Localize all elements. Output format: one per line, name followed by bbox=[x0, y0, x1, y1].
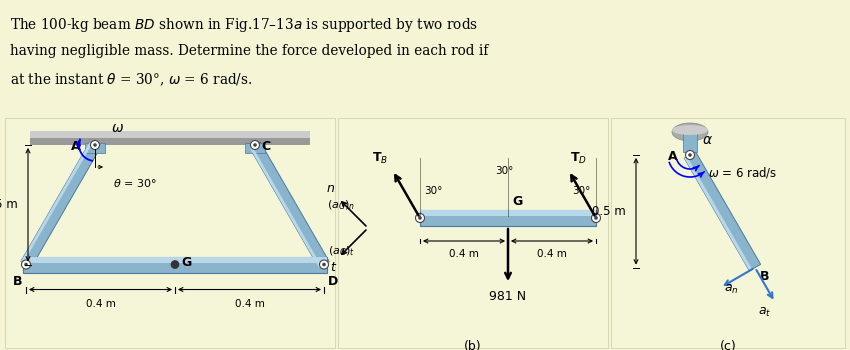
Circle shape bbox=[418, 216, 422, 220]
Text: $\omega$: $\omega$ bbox=[111, 121, 124, 135]
Text: $(a_G)_t$: $(a_G)_t$ bbox=[328, 244, 355, 258]
Circle shape bbox=[688, 153, 692, 157]
Circle shape bbox=[594, 216, 598, 220]
FancyBboxPatch shape bbox=[420, 210, 596, 216]
FancyBboxPatch shape bbox=[338, 118, 608, 348]
Text: A: A bbox=[668, 150, 678, 163]
Text: $a_n$: $a_n$ bbox=[724, 283, 739, 296]
Polygon shape bbox=[250, 147, 321, 267]
Text: G: G bbox=[512, 195, 522, 208]
Circle shape bbox=[322, 263, 326, 266]
Polygon shape bbox=[684, 152, 761, 271]
Ellipse shape bbox=[672, 123, 708, 141]
Circle shape bbox=[21, 260, 31, 269]
Text: (b): (b) bbox=[464, 340, 482, 350]
Text: 0.5 m: 0.5 m bbox=[592, 205, 626, 218]
FancyBboxPatch shape bbox=[85, 143, 105, 153]
Circle shape bbox=[94, 143, 97, 147]
Text: $\omega$ = 6 rad/s: $\omega$ = 6 rad/s bbox=[708, 165, 777, 180]
Circle shape bbox=[171, 260, 179, 268]
FancyBboxPatch shape bbox=[245, 143, 265, 153]
FancyBboxPatch shape bbox=[683, 132, 697, 152]
FancyBboxPatch shape bbox=[23, 257, 327, 273]
Text: $\alpha$: $\alpha$ bbox=[702, 133, 713, 147]
Circle shape bbox=[592, 214, 600, 223]
Text: B: B bbox=[13, 274, 22, 287]
Text: C: C bbox=[261, 140, 270, 154]
Polygon shape bbox=[20, 142, 100, 267]
FancyBboxPatch shape bbox=[420, 210, 596, 226]
Text: $a_t$: $a_t$ bbox=[757, 306, 771, 319]
Text: G: G bbox=[181, 256, 191, 269]
Circle shape bbox=[685, 150, 694, 160]
FancyBboxPatch shape bbox=[30, 131, 310, 138]
Text: 0.5 m: 0.5 m bbox=[0, 198, 18, 211]
Ellipse shape bbox=[672, 125, 708, 135]
Circle shape bbox=[251, 140, 259, 149]
Circle shape bbox=[416, 214, 424, 223]
Text: 981 N: 981 N bbox=[490, 290, 526, 303]
Text: The 100-kg beam $BD$ shown in Fig.17–13$a$ is supported by two rods: The 100-kg beam $BD$ shown in Fig.17–13$… bbox=[10, 16, 478, 34]
Text: $\mathbf{T}_D$: $\mathbf{T}_D$ bbox=[570, 151, 587, 166]
FancyBboxPatch shape bbox=[5, 118, 335, 348]
FancyBboxPatch shape bbox=[611, 118, 845, 348]
Text: 0.4 m: 0.4 m bbox=[449, 249, 479, 259]
Text: 30°: 30° bbox=[495, 166, 513, 176]
Polygon shape bbox=[684, 157, 752, 271]
Text: n: n bbox=[326, 182, 335, 195]
Text: $(a_G)_n$: $(a_G)_n$ bbox=[327, 198, 355, 212]
Circle shape bbox=[320, 260, 328, 269]
Text: D: D bbox=[328, 274, 338, 287]
Text: 0.4 m: 0.4 m bbox=[235, 299, 264, 308]
Text: B: B bbox=[760, 270, 769, 282]
Text: 30°: 30° bbox=[573, 186, 591, 196]
FancyBboxPatch shape bbox=[23, 257, 327, 262]
Circle shape bbox=[253, 143, 257, 147]
Text: A: A bbox=[71, 140, 81, 154]
Circle shape bbox=[90, 140, 99, 149]
Text: t: t bbox=[330, 261, 335, 274]
FancyBboxPatch shape bbox=[30, 135, 310, 145]
Text: $\mathbf{T}_B$: $\mathbf{T}_B$ bbox=[372, 151, 388, 166]
Text: (c): (c) bbox=[720, 340, 736, 350]
Polygon shape bbox=[250, 142, 329, 267]
Text: 0.4 m: 0.4 m bbox=[537, 249, 567, 259]
Text: at the instant $\theta$ = 30°, $\omega$ = 6 rad/s.: at the instant $\theta$ = 30°, $\omega$ … bbox=[10, 72, 252, 89]
Text: 30°: 30° bbox=[424, 186, 442, 196]
Polygon shape bbox=[20, 142, 93, 263]
Circle shape bbox=[24, 263, 28, 266]
Text: having negligible mass. Determine the force developed in each rod if: having negligible mass. Determine the fo… bbox=[10, 44, 489, 58]
Text: 0.4 m: 0.4 m bbox=[86, 299, 116, 308]
Text: $\theta$ = 30°: $\theta$ = 30° bbox=[113, 177, 157, 189]
